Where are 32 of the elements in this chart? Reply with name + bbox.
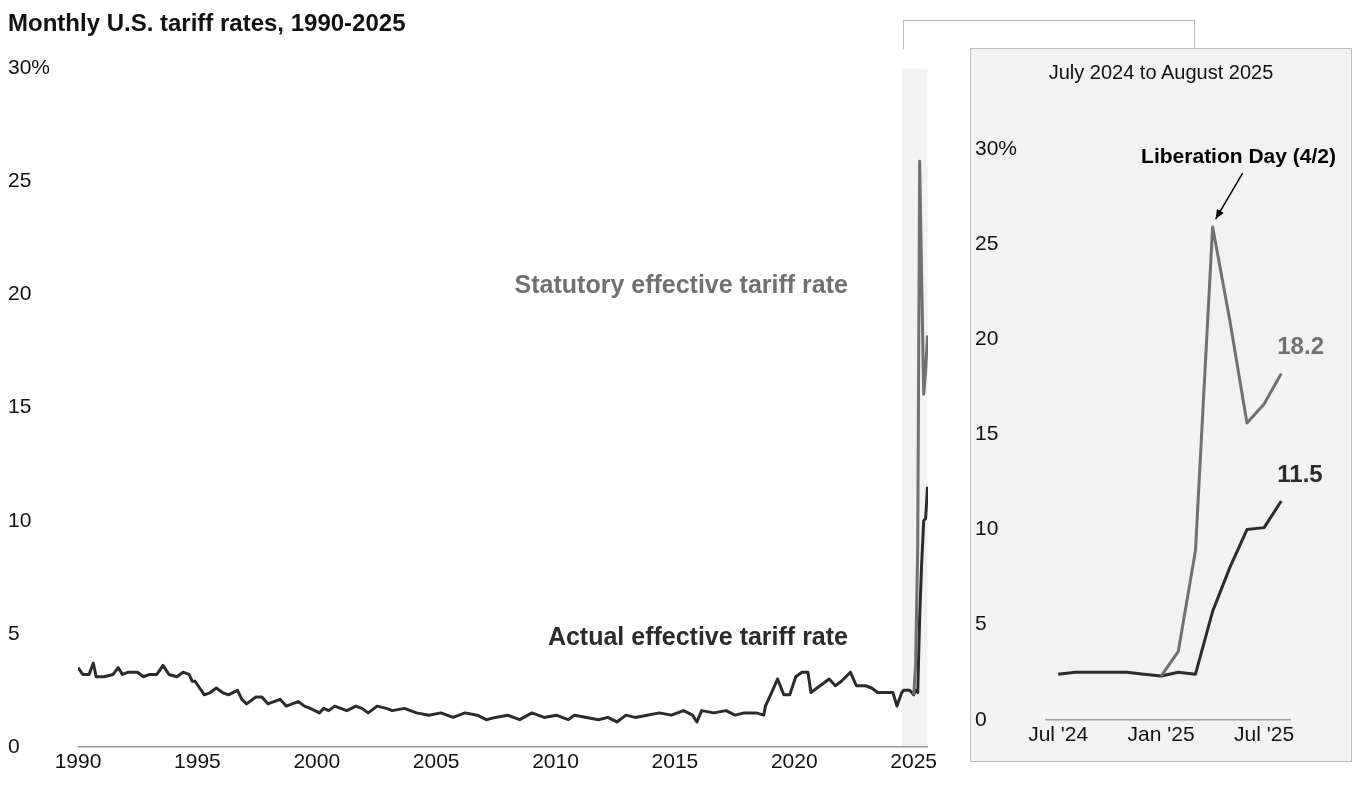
y-tick-label: 0: [8, 733, 20, 757]
y-tick-label: 20: [975, 326, 999, 350]
x-tick-label: 2005: [412, 749, 460, 773]
y-tick-label: 25: [8, 168, 32, 192]
x-tick-label: 1990: [54, 749, 102, 773]
y-tick-label: 30%: [975, 135, 1018, 159]
y-tick-label: 5: [975, 611, 987, 635]
annotation: Liberation Day (4/2): [1141, 143, 1336, 167]
x-tick-label: 1995: [174, 749, 221, 773]
y-tick-label: 10: [8, 507, 32, 531]
x-tick-label: Jul '25: [1234, 722, 1295, 746]
x-tick-label: 2010: [532, 749, 579, 773]
x-tick-label: 2020: [770, 749, 818, 773]
series-label: Actual effective tariff rate: [547, 622, 849, 651]
y-tick-label: 5: [8, 620, 20, 644]
y-tick-label: 20: [8, 281, 32, 305]
x-tick-label: 2025: [890, 749, 938, 773]
chart-title: July 2024 to August 2025: [1047, 61, 1275, 84]
x-tick-label: 2000: [293, 749, 341, 773]
y-tick-label: 10: [975, 516, 999, 540]
x-tick-label: 2015: [651, 749, 699, 773]
y-tick-label: 15: [8, 394, 32, 418]
data-label: 18.2: [1277, 332, 1324, 360]
y-tick-label: 25: [975, 230, 999, 254]
text: Statutory effective tariff rate: [514, 269, 849, 298]
chart-title: Monthly U.S. tariff rates, 1990-2025: [8, 8, 407, 38]
y-tick-label: 15: [975, 421, 999, 445]
y-tick-label: 30%: [8, 55, 51, 79]
y-tick-label: 0: [975, 706, 987, 730]
data-label: 11.5: [1277, 459, 1323, 487]
x-tick-label: Jan '25: [1127, 722, 1195, 746]
x-tick-label: Jul '24: [1028, 722, 1089, 746]
